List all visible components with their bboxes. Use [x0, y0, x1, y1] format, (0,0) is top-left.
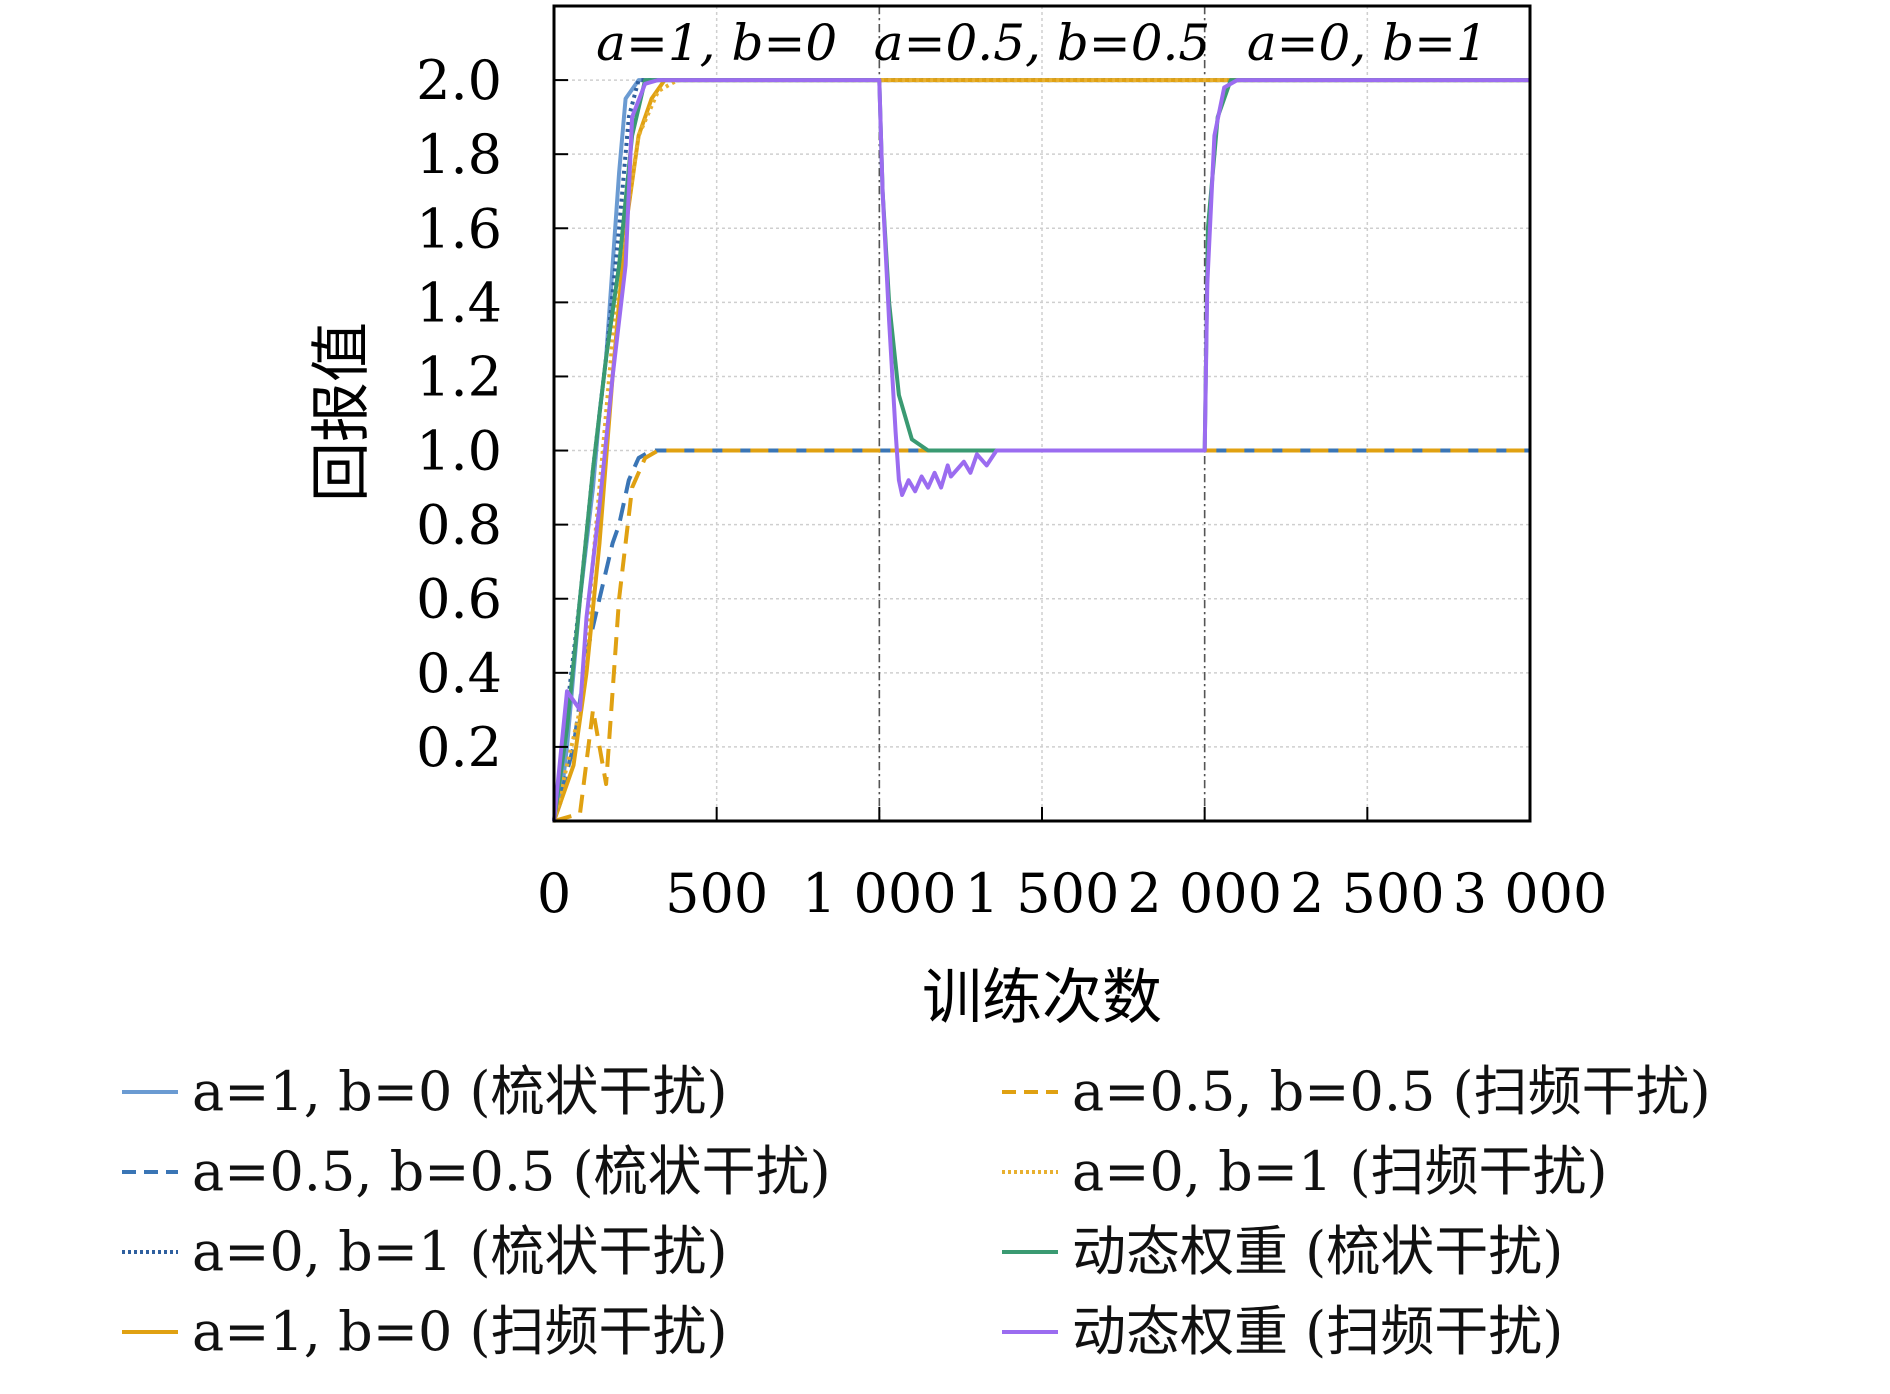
- legend-label: a=0.5, b=0.5 (梳状干扰): [192, 1140, 831, 1203]
- legend-swatch: [1002, 1170, 1058, 1174]
- phase-label: a=0.5, b=0.5: [874, 14, 1210, 72]
- series-line: [553, 448, 1530, 823]
- series-line: [552, 78, 1530, 822]
- chart-plot: 0 500 1 000 1 500 2 000 2 500 3 000 0.20.40.60…: [307, 4, 1607, 1033]
- y-axis-label: 回报值: [307, 322, 377, 502]
- legend-item: a=1, b=0 (扫频干扰): [120, 1302, 728, 1362]
- x-tick-label: 2 000: [1127, 862, 1282, 925]
- legend-item: a=0.5, b=0.5 (梳状干扰): [120, 1142, 831, 1202]
- grid: [554, 6, 1530, 821]
- y-axis-ticks: 0.2 0.4 0.6 0.8 1.0 1.2 1.4 1.6 1.8 2.0: [416, 49, 568, 779]
- legend-item: a=0.5, b=0.5 (扫频干扰): [1000, 1062, 1711, 1122]
- legend-label: a=1, b=0 (梳状干扰): [192, 1060, 728, 1123]
- phase-labels: a=1, b=0 a=0.5, b=0.5 a=0, b=1: [596, 14, 1488, 72]
- y-tick-label: 0.4: [416, 642, 502, 705]
- legend-item: a=0, b=1 (扫频干扰): [1000, 1142, 1608, 1202]
- y-tick-label: 2.0: [416, 49, 502, 112]
- x-tick-label: 1 500: [965, 862, 1120, 925]
- legend-swatch: [1002, 1250, 1058, 1254]
- legend-label: a=0, b=1 (梳状干扰): [192, 1220, 728, 1283]
- legend-item: a=1, b=0 (梳状干扰): [120, 1062, 728, 1122]
- series-lines: [552, 78, 1530, 823]
- legend-label: 动态权重 (扫频干扰): [1072, 1300, 1564, 1363]
- legend-swatch: [122, 1250, 178, 1254]
- x-tick-label: 1 000: [802, 862, 957, 925]
- y-tick-label: 0.6: [416, 568, 502, 631]
- legend-label: 动态权重 (梳状干扰): [1072, 1220, 1564, 1283]
- y-tick-label: 1.4: [416, 271, 502, 334]
- legend-item: 动态权重 (扫频干扰): [1000, 1302, 1563, 1362]
- x-tick-label: 500: [665, 862, 768, 925]
- phase-label: a=1, b=0: [596, 14, 837, 72]
- y-tick-label: 1.0: [416, 420, 502, 483]
- phase-label: a=0, b=1: [1247, 14, 1488, 72]
- legend-label: a=0, b=1 (扫频干扰): [1072, 1140, 1608, 1203]
- x-axis-ticks: 0 500 1 000 1 500 2 000 2 500 3 000: [537, 807, 1607, 925]
- y-tick-label: 0.8: [416, 494, 502, 557]
- legend-swatch: [1002, 1330, 1058, 1334]
- legend-swatch: [122, 1170, 178, 1174]
- x-tick-label: 3 000: [1453, 862, 1608, 925]
- y-tick-label: 0.2: [416, 716, 502, 779]
- x-tick-label: 2 500: [1290, 862, 1445, 925]
- legend: a=1, b=0 (梳状干扰) a=0.5, b=0.5 (梳状干扰) a=0, b…: [120, 1062, 1820, 1392]
- legend-swatch: [1002, 1090, 1058, 1094]
- legend-label: a=1, b=0 (扫频干扰): [192, 1300, 728, 1363]
- legend-item: 动态权重 (梳状干扰): [1000, 1222, 1563, 1282]
- y-tick-label: 1.2: [416, 345, 502, 408]
- x-tick-label: 0: [537, 862, 571, 925]
- legend-label: a=0.5, b=0.5 (扫频干扰): [1072, 1060, 1711, 1123]
- x-axis-label: 训练次数: [922, 963, 1162, 1033]
- legend-swatch: [122, 1090, 178, 1094]
- series-line: [552, 78, 1530, 822]
- phase-boundaries: [878, 6, 1206, 821]
- y-tick-label: 1.6: [416, 197, 502, 260]
- legend-item: a=0, b=1 (梳状干扰): [120, 1222, 728, 1282]
- legend-swatch: [122, 1330, 178, 1334]
- y-tick-label: 1.8: [416, 123, 502, 186]
